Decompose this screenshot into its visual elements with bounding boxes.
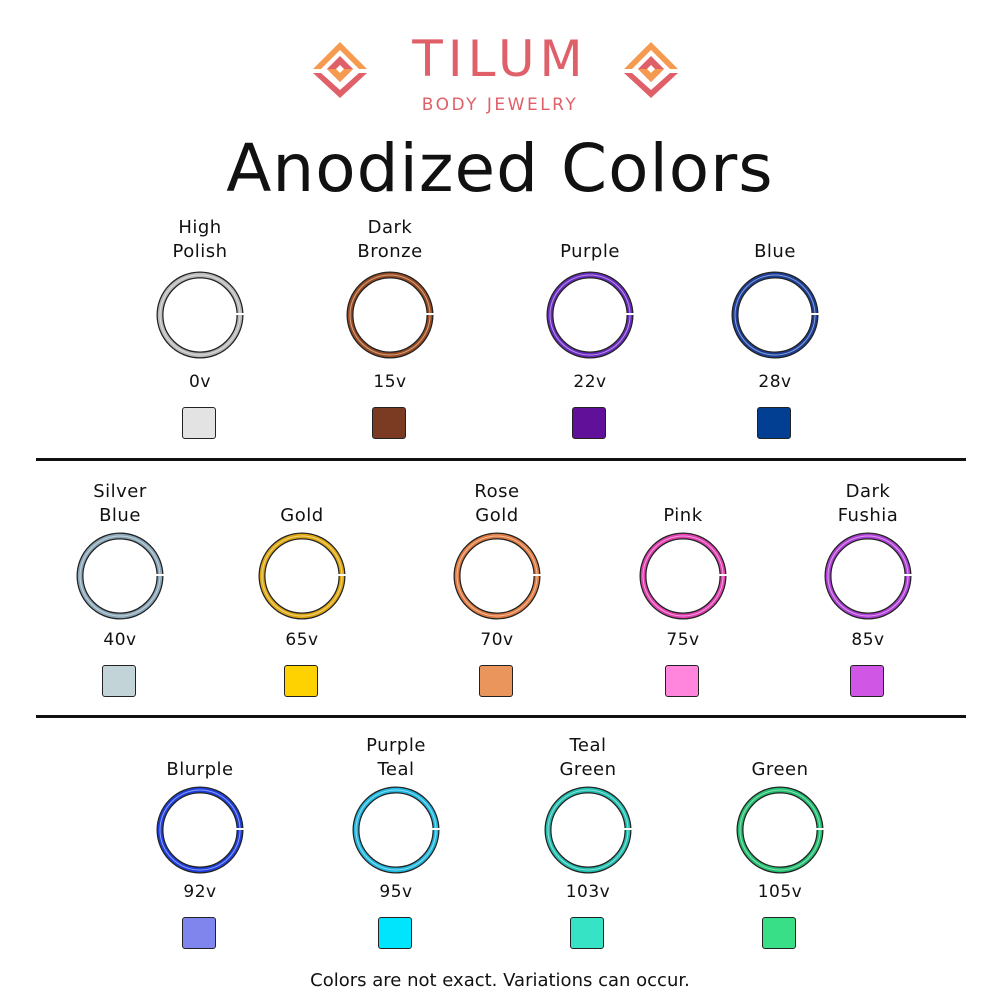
voltage-label: 92v <box>183 882 217 902</box>
color-name-line: Dark <box>845 481 891 502</box>
color-swatch <box>284 665 318 697</box>
color-name-line: Green <box>559 759 617 780</box>
ring-icon <box>258 532 347 620</box>
ring-icon <box>731 271 820 359</box>
ring-icon <box>346 271 435 359</box>
color-name-line: Green <box>751 759 809 780</box>
color-name-line: Blue <box>99 505 141 526</box>
ring-icon <box>156 271 245 359</box>
color-name-line: Teal <box>377 759 415 780</box>
voltage-label: 22v <box>573 372 607 392</box>
color-swatch <box>850 665 884 697</box>
color-swatch <box>102 665 136 697</box>
color-name: Teal Green <box>498 734 678 782</box>
divider <box>36 715 966 718</box>
logo-diamond-icon <box>624 42 678 98</box>
color-name-line: Dark <box>367 217 413 238</box>
page-title: Anodized Colors <box>226 130 774 207</box>
voltage-label: 65v <box>285 630 319 650</box>
color-name-line: Gold <box>475 505 519 526</box>
color-swatch <box>570 917 604 949</box>
color-name: Pink <box>593 504 773 528</box>
voltage-label: 28v <box>758 372 792 392</box>
color-name: Purple Teal <box>306 734 486 782</box>
brand-name: TILUM <box>412 30 588 88</box>
color-swatch <box>665 665 699 697</box>
color-name-line: Fushia <box>837 505 899 526</box>
color-swatch <box>757 407 791 439</box>
color-name-line: Pink <box>663 505 703 526</box>
voltage-label: 75v <box>666 630 700 650</box>
voltage-label: 15v <box>373 372 407 392</box>
color-name: High Polish <box>110 216 290 264</box>
color-swatch <box>182 917 216 949</box>
color-name-line: Blue <box>754 241 796 262</box>
color-name-line: Rose <box>474 481 520 502</box>
voltage-label: 70v <box>480 630 514 650</box>
color-name: Rose Gold <box>407 480 587 528</box>
brand-tagline: BODY JEWELRY <box>421 95 579 115</box>
color-name-line: Silver <box>93 481 147 502</box>
ring-icon <box>156 786 245 874</box>
color-name: Dark Bronze <box>300 216 480 264</box>
ring-icon <box>352 786 441 874</box>
color-name-line: Teal <box>569 735 607 756</box>
divider <box>36 458 966 461</box>
color-swatch <box>378 917 412 949</box>
color-name-line: Purple <box>560 241 620 262</box>
disclaimer-note: Colors are not exact. Variations can occ… <box>310 970 690 991</box>
color-name-line: Gold <box>280 505 324 526</box>
color-name: Blue <box>685 240 865 264</box>
voltage-label: 105v <box>757 882 803 902</box>
color-name: Green <box>690 758 870 782</box>
color-name-line: High <box>178 217 222 238</box>
color-name: Dark Fushia <box>778 480 958 528</box>
color-name: Purple <box>500 240 680 264</box>
voltage-label: 95v <box>379 882 413 902</box>
color-name: Gold <box>212 504 392 528</box>
voltage-label: 85v <box>851 630 885 650</box>
color-name-line: Purple <box>366 735 426 756</box>
color-swatch <box>372 407 406 439</box>
color-swatch <box>479 665 513 697</box>
color-swatch <box>762 917 796 949</box>
ring-icon <box>736 786 825 874</box>
voltage-label: 0v <box>189 372 211 392</box>
color-name-line: Bronze <box>357 241 423 262</box>
color-swatch <box>182 407 216 439</box>
color-name: Blurple <box>110 758 290 782</box>
ring-icon <box>453 532 542 620</box>
color-name-line: Blurple <box>166 759 234 780</box>
ring-icon <box>546 271 635 359</box>
voltage-label: 40v <box>103 630 137 650</box>
color-name: Silver Blue <box>30 480 210 528</box>
color-swatch <box>572 407 606 439</box>
ring-icon <box>544 786 633 874</box>
voltage-label: 103v <box>565 882 611 902</box>
ring-icon <box>824 532 913 620</box>
ring-icon <box>639 532 728 620</box>
logo-diamond-icon <box>313 42 367 98</box>
ring-icon <box>76 532 165 620</box>
color-name-line: Polish <box>172 241 228 262</box>
